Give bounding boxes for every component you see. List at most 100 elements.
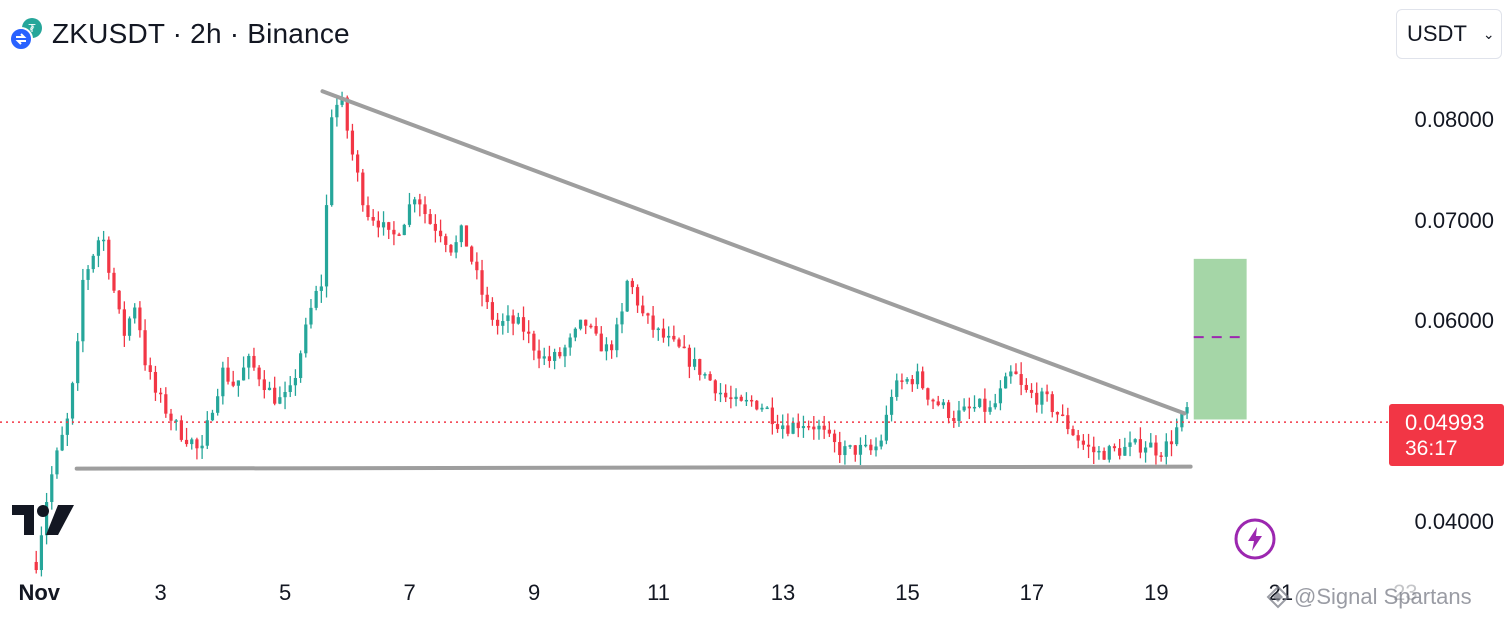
candle [1071,425,1075,437]
candle [610,340,614,359]
candle-body [853,445,857,455]
candle-body [102,239,106,242]
candle [169,408,173,431]
candle-body [957,410,961,421]
candle-body [1143,447,1148,453]
candle [76,332,80,391]
candle [584,319,588,335]
candle [102,230,106,251]
candle [143,319,147,371]
candle-body [874,446,878,451]
candle-body [112,272,116,291]
candle-body [475,261,479,271]
candle [620,302,624,334]
candle [433,214,437,243]
candle [656,327,660,341]
candle [1159,452,1163,462]
candle [661,318,666,343]
candle-body [241,367,246,381]
candle [786,413,790,437]
candle [915,363,920,389]
candle-body [506,315,510,322]
candle [371,209,375,226]
candle-body [366,205,370,218]
candle [952,410,956,428]
candle-body [86,269,90,280]
candle [542,347,546,366]
lightning-icon[interactable] [1234,518,1276,560]
candle-body [1128,442,1132,447]
candle-body [889,396,894,415]
candle-body [812,426,816,430]
candle [475,252,479,280]
candle-body [915,371,920,385]
candle-body [511,315,515,324]
candle [117,290,121,314]
candle [273,376,277,406]
candle-body [449,244,453,253]
candle [495,312,500,335]
candle-body [1009,371,1013,377]
candle [205,411,209,450]
candle [988,400,992,415]
candle [65,412,69,446]
x-tick-label: 17 [1019,580,1045,605]
tradingview-logo[interactable] [12,503,76,542]
candle [936,395,940,407]
zksync-binance-icon: ₮ [8,17,42,51]
candle [682,335,686,349]
candle-body [376,220,380,228]
candle [910,375,914,392]
candle-body [438,230,443,237]
candle-body [625,280,629,312]
resistance-trendline [320,89,1187,416]
candle-body [573,328,577,338]
candle-body [677,339,681,347]
candle-body [765,407,769,410]
candle-body [1019,374,1023,385]
candle-body [532,333,536,351]
candle-body [381,222,386,228]
candle [148,357,152,380]
candle-body [371,217,375,221]
candle-body [801,426,806,429]
candle [174,418,178,431]
candle [1050,391,1054,418]
currency-select[interactable]: USDT ⌄ [1396,9,1502,59]
candle [39,526,44,577]
candle-body [708,374,712,381]
candle [55,447,59,479]
x-tick-label: 3 [154,580,167,605]
candle-body [832,433,837,443]
candle [392,221,396,246]
candle [262,370,266,399]
candle [563,344,567,368]
candle-body [247,355,251,368]
candle-body [495,319,500,326]
candle-body [444,236,448,245]
symbol-title[interactable]: ZKUSDT · 2h · Binance [52,18,350,49]
candle-body [884,414,888,441]
candle-body [864,444,868,447]
candle [511,309,515,336]
candle-body [1029,389,1034,393]
candle-body [1045,391,1049,395]
candle [895,373,899,401]
candle [853,444,857,462]
candle [387,221,391,240]
x-tick-label: 15 [895,580,920,605]
candle [978,398,982,409]
candle-body [744,399,749,402]
candle [324,194,329,298]
candle [1107,444,1111,463]
candle-body [698,359,702,375]
candle-body [34,561,38,571]
candle-body [1159,455,1163,457]
candle-body [724,392,728,398]
candle-body [972,406,977,409]
candle-body [931,399,935,402]
candle [1154,435,1158,465]
candle [796,413,800,438]
candle-body [55,450,59,475]
